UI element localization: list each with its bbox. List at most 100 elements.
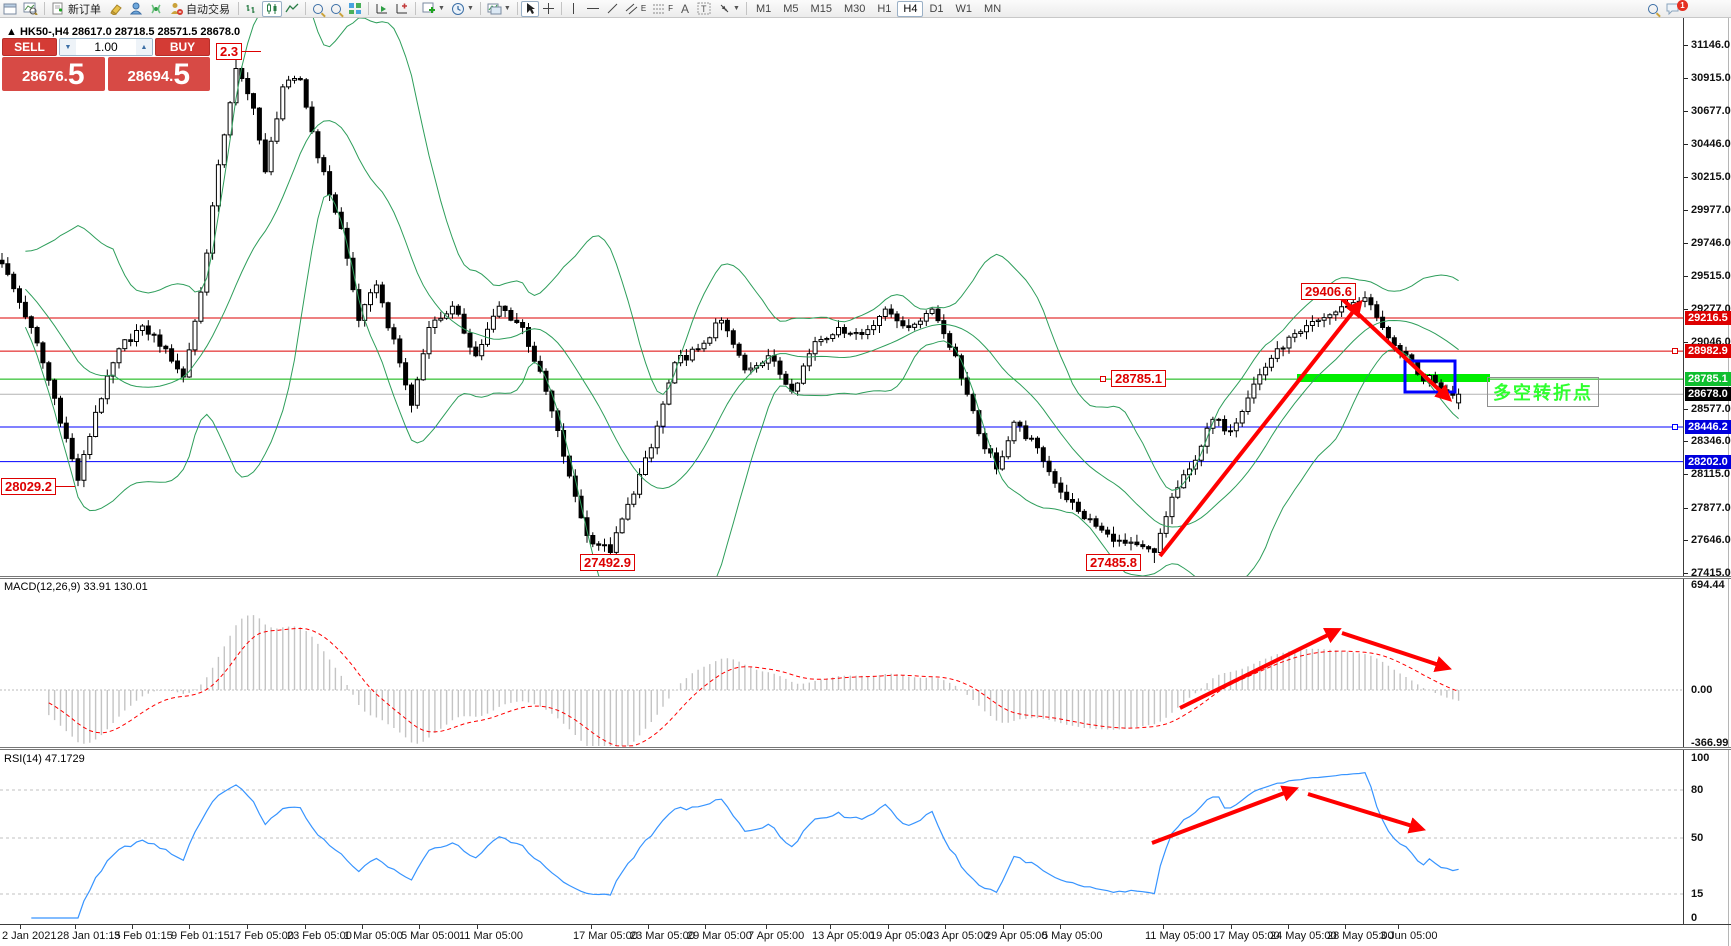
price-axis-tick	[1684, 309, 1688, 310]
horizontal-line-tool-button[interactable]	[583, 1, 603, 17]
timeframe-button-mn[interactable]: MN	[984, 2, 1002, 15]
macd-axis-label: -366.99	[1691, 737, 1729, 749]
sell-price-dot: .	[63, 68, 68, 85]
bar-chart-button[interactable]	[242, 1, 262, 17]
timeframe-clock-button[interactable]: ▼	[448, 1, 477, 17]
price-tag[interactable]: 27492.9	[580, 554, 635, 571]
time-axis-label: 5 May 05:00	[1042, 930, 1103, 942]
price-axis-tick	[1684, 342, 1688, 343]
timeframe-button-m1[interactable]: M1	[755, 2, 772, 15]
bollinger-middle-band	[25, 120, 1459, 528]
templates-button[interactable]: ▼	[484, 1, 514, 17]
chart-symbol-title[interactable]: ▲ HK50-,H4 28617.0 28718.5 28571.5 28678…	[6, 26, 240, 38]
svg-text:T: T	[701, 4, 707, 14]
macd-histogram	[48, 615, 1460, 746]
auto-trading-button[interactable]: 自动交易	[166, 1, 235, 17]
time-axis-tick	[648, 925, 649, 929]
notifications-button[interactable]: 1	[1662, 0, 1688, 17]
signals-button[interactable]	[146, 1, 166, 17]
auto-trading-label: 自动交易	[186, 3, 230, 16]
line-handle[interactable]	[1672, 424, 1678, 430]
price-axis-label: 29977.0	[1691, 204, 1731, 216]
buy-price-big-digit: 5	[173, 58, 191, 91]
line-chart-button[interactable]	[282, 1, 302, 17]
price-axis-border	[1683, 18, 1684, 924]
fibonacci-tool-tag: F	[668, 4, 674, 13]
zoom-in-button[interactable]	[309, 1, 327, 17]
pane-separator[interactable]	[0, 747, 1731, 750]
price-axis-tick	[1684, 508, 1688, 509]
candlestick-chart-button[interactable]	[262, 0, 282, 17]
line-handle[interactable]	[1672, 348, 1678, 354]
time-axis-tick	[1003, 925, 1004, 929]
expert-advisor-button[interactable]	[126, 1, 146, 17]
eraser-tool-button[interactable]	[106, 1, 126, 17]
sell-button[interactable]: SELL	[2, 38, 57, 56]
price-tag[interactable]: 2.3	[216, 43, 262, 60]
price-axis-tick	[1684, 45, 1688, 46]
sell-price-display[interactable]: 28676. 5	[2, 57, 105, 91]
buy-price-display[interactable]: 28694. 5	[107, 57, 210, 91]
timeframe-button-d1[interactable]: D1	[929, 2, 944, 15]
tile-windows-button[interactable]	[345, 1, 365, 17]
toolbar-separator	[305, 2, 306, 15]
volume-increase-button[interactable]: ▲	[136, 39, 152, 55]
new-chart-button[interactable]	[392, 1, 412, 17]
new-order-button[interactable]: 新订单	[48, 1, 106, 17]
dropdown-caret-icon: ▼	[733, 5, 740, 12]
vertical-line-icon	[573, 3, 575, 14]
price-tag[interactable]: 29406.6	[1301, 283, 1356, 300]
search-icon	[1648, 3, 1658, 14]
macd-pane[interactable]	[0, 580, 1683, 747]
indicators-button[interactable]: ▼	[419, 1, 448, 17]
time-axis-label: 1 Mar 05:00	[344, 930, 403, 942]
macd-axis-label: 694.44	[1691, 579, 1725, 591]
timeframe-button-m5[interactable]: M5	[783, 2, 799, 15]
macd-signal-line	[48, 627, 1459, 747]
price-tag[interactable]: 28785.1	[1111, 370, 1166, 387]
search-button[interactable]	[1644, 1, 1662, 17]
time-axis-label: 2 Jan 2021	[2, 930, 57, 942]
buy-button[interactable]: BUY	[155, 38, 210, 56]
trendline-tool-button[interactable]	[603, 1, 622, 17]
zoom-out-button[interactable]	[327, 1, 345, 17]
timeframe-button-h4[interactable]: H4	[897, 0, 924, 17]
cursor-tool-button[interactable]	[520, 0, 539, 17]
text-tool-button[interactable]: A	[676, 1, 694, 17]
chart-window-button[interactable]	[0, 1, 20, 17]
pane-separator[interactable]	[0, 576, 1731, 579]
price-chart-pane[interactable]	[0, 18, 1683, 577]
volume-input[interactable]	[76, 39, 136, 55]
timeframe-button-m15[interactable]: M15	[810, 2, 832, 15]
time-axis-label: 11 May 05:00	[1145, 930, 1211, 942]
price-level-tag: 28446.2	[1685, 420, 1731, 434]
timeframe-button-h1[interactable]: H1	[877, 2, 892, 15]
macd-trend-arrow	[1341, 631, 1452, 673]
price-axis-tick	[1684, 243, 1688, 244]
text-label-tool-button[interactable]: T	[694, 1, 715, 17]
rsi-pane[interactable]	[0, 751, 1683, 924]
window-right-edge	[1728, 18, 1729, 946]
price-tag[interactable]: 27485.8	[1086, 554, 1141, 571]
rsi-axis-label: 50	[1691, 832, 1704, 844]
one-click-trading-panel: SELL ▼ ▲ BUY 28676.5 28694.5	[2, 38, 210, 91]
timeframe-button-m30[interactable]: M30	[843, 2, 866, 15]
arrows-tool-button[interactable]: ▼	[715, 1, 743, 17]
step-forward-button[interactable]	[372, 1, 392, 17]
toolbar-separator	[44, 2, 45, 15]
collapse-triangle-icon[interactable]: ▲	[6, 26, 20, 38]
volume-decrease-button[interactable]: ▼	[60, 39, 76, 55]
crosshair-tool-button[interactable]	[539, 1, 558, 17]
fibonacci-tool-button[interactable]: F	[649, 1, 676, 17]
price-tag[interactable]: 28029.2	[1, 478, 75, 495]
chart-note-annotation[interactable]: 多空转折点	[1487, 377, 1599, 407]
price-axis-label: 30915.0	[1691, 72, 1731, 84]
line-handle[interactable]	[1100, 376, 1106, 382]
channel-tool-button[interactable]: E	[622, 1, 649, 17]
sell-price-main: 28676	[21, 68, 64, 85]
chart-preview-button[interactable]	[20, 1, 41, 17]
timeframe-button-w1[interactable]: W1	[955, 2, 973, 15]
vertical-line-tool-button[interactable]	[565, 1, 583, 17]
price-axis-tick	[1684, 474, 1688, 475]
channel-tool-tag: E	[640, 4, 647, 13]
